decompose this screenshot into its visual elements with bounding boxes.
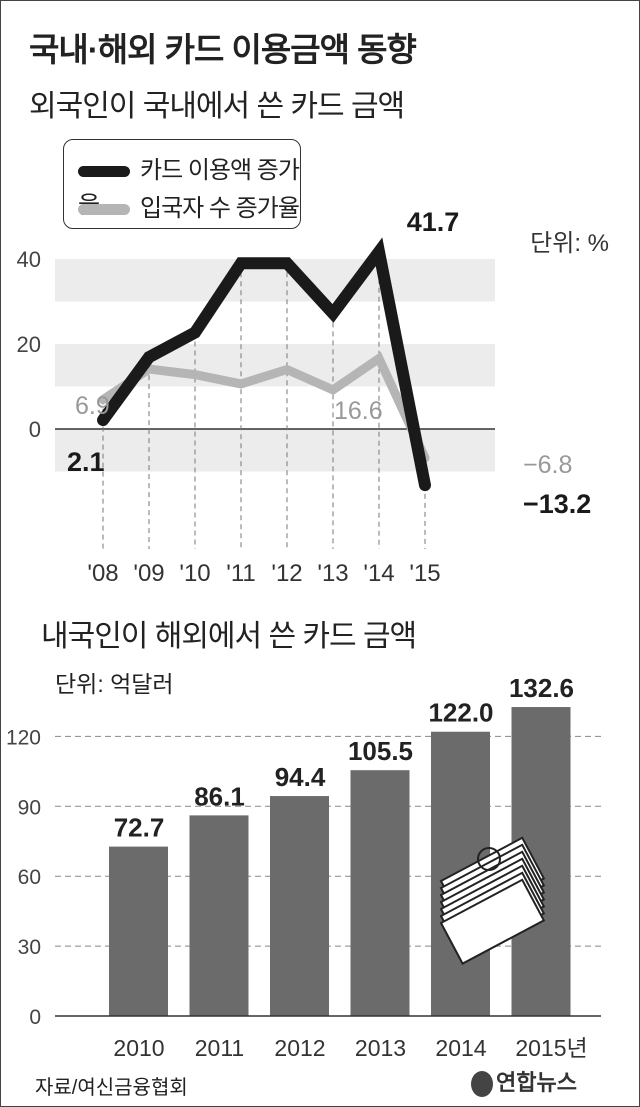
unit-label: 단위: %: [530, 230, 609, 257]
bar-value-label: 86.1: [194, 781, 245, 811]
x-tick-label: 2012: [274, 1035, 325, 1061]
bar-value-label: 132.6: [509, 673, 574, 703]
money-icon: [477, 847, 501, 871]
x-tick-label: '08: [87, 560, 118, 587]
bar-chart-title: 내국인이 해외에서 쓴 카드 금액: [41, 620, 417, 653]
bar-value-label: 72.7: [114, 813, 165, 843]
bar-unit: 단위: 억달러: [55, 671, 174, 697]
data-label: 16.6: [334, 397, 383, 425]
x-tick-label: 2014: [435, 1035, 486, 1061]
legend-label: 카드 이용액 증가율: [78, 157, 300, 219]
x-tick-label: 2010: [113, 1035, 164, 1061]
band: [55, 429, 495, 472]
bar: [270, 796, 329, 1016]
money-icon: [439, 878, 546, 965]
x-tick-label: 2013: [355, 1035, 406, 1061]
x-tick-label: 2011: [195, 1035, 244, 1061]
bar: [189, 815, 249, 1016]
x-tick-label: '11: [226, 560, 256, 587]
data-label: 41.7: [407, 207, 460, 237]
bar-value-label: 105.5: [348, 736, 413, 766]
bar: [109, 846, 168, 1016]
bar: [350, 770, 410, 1016]
logo-text: 연합뉴스: [496, 1070, 577, 1095]
legend: 카드 이용액 증가율 입국자 수 증가율: [63, 139, 301, 229]
x-tick-label: 2015년: [515, 1035, 587, 1061]
y-tick-label: 0: [29, 1006, 41, 1029]
x-tick-label: '10: [179, 560, 210, 587]
y-tick-label: 90: [18, 796, 41, 819]
x-tick-label: '14: [363, 560, 394, 587]
logo: 연합뉴스: [471, 1065, 577, 1098]
band: [55, 344, 495, 387]
series-line-0: [97, 237, 431, 492]
series-line-1: [98, 351, 430, 463]
bar-value-label: 94.4: [275, 762, 326, 792]
source-text: 자료/여신금융협회: [35, 1077, 188, 1099]
x-tick-label: '15: [409, 560, 440, 587]
bar-value-label: 122.0: [428, 698, 493, 728]
legend-item-entry: 입국자 수 증가율: [78, 188, 300, 223]
legend-item-card: 카드 이용액 증가율: [78, 150, 300, 220]
data-label: 2.1: [67, 447, 105, 477]
x-tick-label: '09: [133, 560, 164, 587]
x-tick-label: '13: [317, 560, 348, 587]
y-tick-label: 20: [17, 332, 41, 357]
y-tick-label: 30: [18, 936, 41, 959]
y-tick-label: 60: [18, 866, 41, 889]
y-tick-label: 120: [6, 726, 41, 749]
line-chart-title: 외국인이 국내에서 쓴 카드 금액: [29, 90, 405, 123]
main-title: 국내·해외 카드 이용금액 동향: [29, 31, 417, 68]
data-label: 6.9: [75, 392, 110, 420]
data-label: −13.2: [523, 489, 591, 519]
data-label: −6.8: [523, 451, 572, 479]
legend-label: 입국자 수 증가율: [140, 195, 300, 222]
x-tick-label: '12: [271, 560, 302, 587]
y-tick-label: 40: [17, 247, 41, 272]
y-tick-label: 0: [29, 417, 41, 442]
